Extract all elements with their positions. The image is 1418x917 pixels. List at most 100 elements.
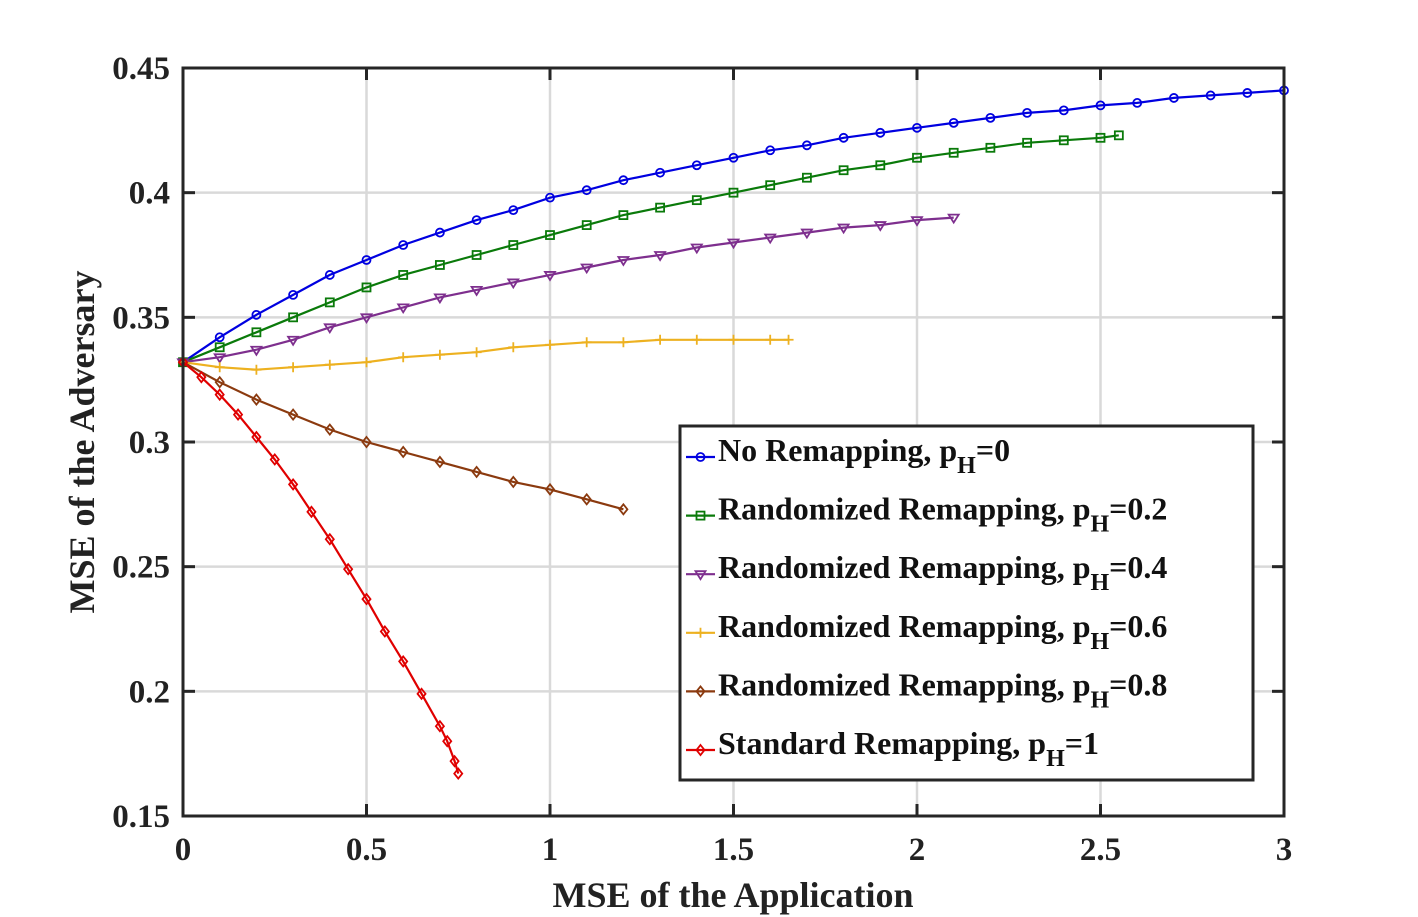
legend-label: No Remapping, pH=0 — [718, 432, 1010, 479]
legend-label: Standard Remapping, pH=1 — [718, 725, 1099, 772]
data-point — [361, 435, 372, 449]
data-point — [508, 205, 519, 216]
series-2 — [178, 130, 1124, 368]
data-point — [690, 243, 704, 255]
data-point — [655, 167, 665, 178]
legend-label: Randomized Remapping, pH=0.8 — [718, 666, 1167, 713]
data-point — [251, 364, 262, 375]
series-line — [182, 361, 624, 511]
data-point — [287, 477, 299, 491]
legend-marker — [695, 510, 706, 521]
data-point — [947, 213, 961, 225]
data-point — [471, 465, 482, 479]
data-point — [251, 327, 262, 338]
data-point — [434, 260, 445, 270]
data-point — [508, 475, 519, 489]
data-point — [396, 303, 410, 315]
data-point — [985, 142, 996, 153]
data-point — [287, 408, 299, 422]
data-point — [985, 112, 996, 123]
data-point — [251, 430, 262, 444]
data-point — [196, 370, 207, 384]
data-point — [361, 255, 372, 265]
data-point — [214, 375, 225, 389]
data-point — [618, 210, 629, 221]
legend-marker — [695, 684, 706, 698]
data-point — [618, 337, 629, 348]
data-point — [800, 228, 814, 240]
data-point — [324, 270, 335, 280]
data-point — [288, 362, 299, 373]
series-line — [182, 89, 1285, 364]
data-point — [379, 625, 391, 638]
data-point — [214, 342, 225, 353]
data-point — [1242, 88, 1253, 98]
data-point — [251, 393, 262, 407]
data-point — [618, 175, 629, 186]
series-6 — [177, 355, 464, 781]
data-point — [838, 132, 849, 143]
data-point — [836, 223, 851, 235]
legend-entry-6: Standard Remapping, pH=1 — [686, 725, 1099, 772]
data-point — [213, 353, 227, 364]
data-point — [948, 147, 959, 158]
series-5 — [177, 355, 629, 516]
data-point — [506, 278, 520, 290]
data-point — [544, 482, 556, 496]
series-line — [182, 338, 789, 371]
data-point — [726, 238, 741, 250]
data-point — [232, 408, 244, 422]
legend-marker — [695, 743, 706, 757]
axis-ticks — [181, 66, 1286, 818]
data-point — [1022, 107, 1032, 118]
data-point — [398, 445, 409, 459]
data-point — [912, 152, 922, 163]
y-tick-label: 0.4 — [129, 176, 170, 212]
legend-marker — [695, 452, 706, 462]
data-point — [1132, 98, 1143, 108]
y-tick-label: 0.35 — [112, 300, 170, 336]
data-point — [802, 172, 812, 183]
data-point — [508, 240, 519, 250]
data-point — [434, 349, 445, 360]
data-point — [433, 293, 447, 305]
data-point — [323, 323, 337, 335]
data-point — [306, 505, 317, 519]
series-layer — [176, 85, 1289, 781]
data-point — [471, 250, 482, 260]
data-point — [324, 423, 335, 436]
data-point — [1058, 105, 1069, 116]
data-point — [324, 359, 335, 370]
data-point — [249, 345, 264, 357]
y-tick-label: 0.45 — [112, 51, 170, 87]
legend-label: Randomized Remapping, pH=0.6 — [718, 608, 1167, 655]
data-point — [286, 335, 300, 347]
data-point — [361, 357, 372, 368]
data-point — [398, 654, 409, 668]
data-point — [581, 185, 592, 196]
series-line — [182, 134, 1119, 364]
tick-labels: 0 0.5 1 1.5 2 2.5 3 0.15 0.2 0.25 0.3 0.35 0.4 0.45 — [112, 51, 1292, 868]
data-point — [398, 240, 409, 250]
y-tick-label: 0.3 — [129, 425, 170, 461]
data-point — [434, 227, 445, 238]
data-point — [691, 195, 702, 206]
data-point — [269, 453, 280, 466]
data-point — [214, 332, 225, 343]
legend-marker — [695, 627, 706, 638]
data-point — [342, 562, 354, 576]
data-point — [1205, 90, 1216, 101]
data-point — [359, 313, 374, 325]
data-point — [616, 256, 631, 267]
legend-entry-5: Randomized Remapping, pH=0.8 — [686, 666, 1167, 713]
data-point — [580, 263, 594, 275]
data-point — [875, 160, 886, 171]
data-point — [873, 221, 887, 232]
data-point — [545, 230, 555, 240]
data-point — [324, 532, 335, 546]
x-tick-label: 2.5 — [1080, 832, 1121, 868]
data-point — [361, 282, 372, 293]
data-point — [655, 334, 666, 345]
data-point — [728, 334, 739, 345]
